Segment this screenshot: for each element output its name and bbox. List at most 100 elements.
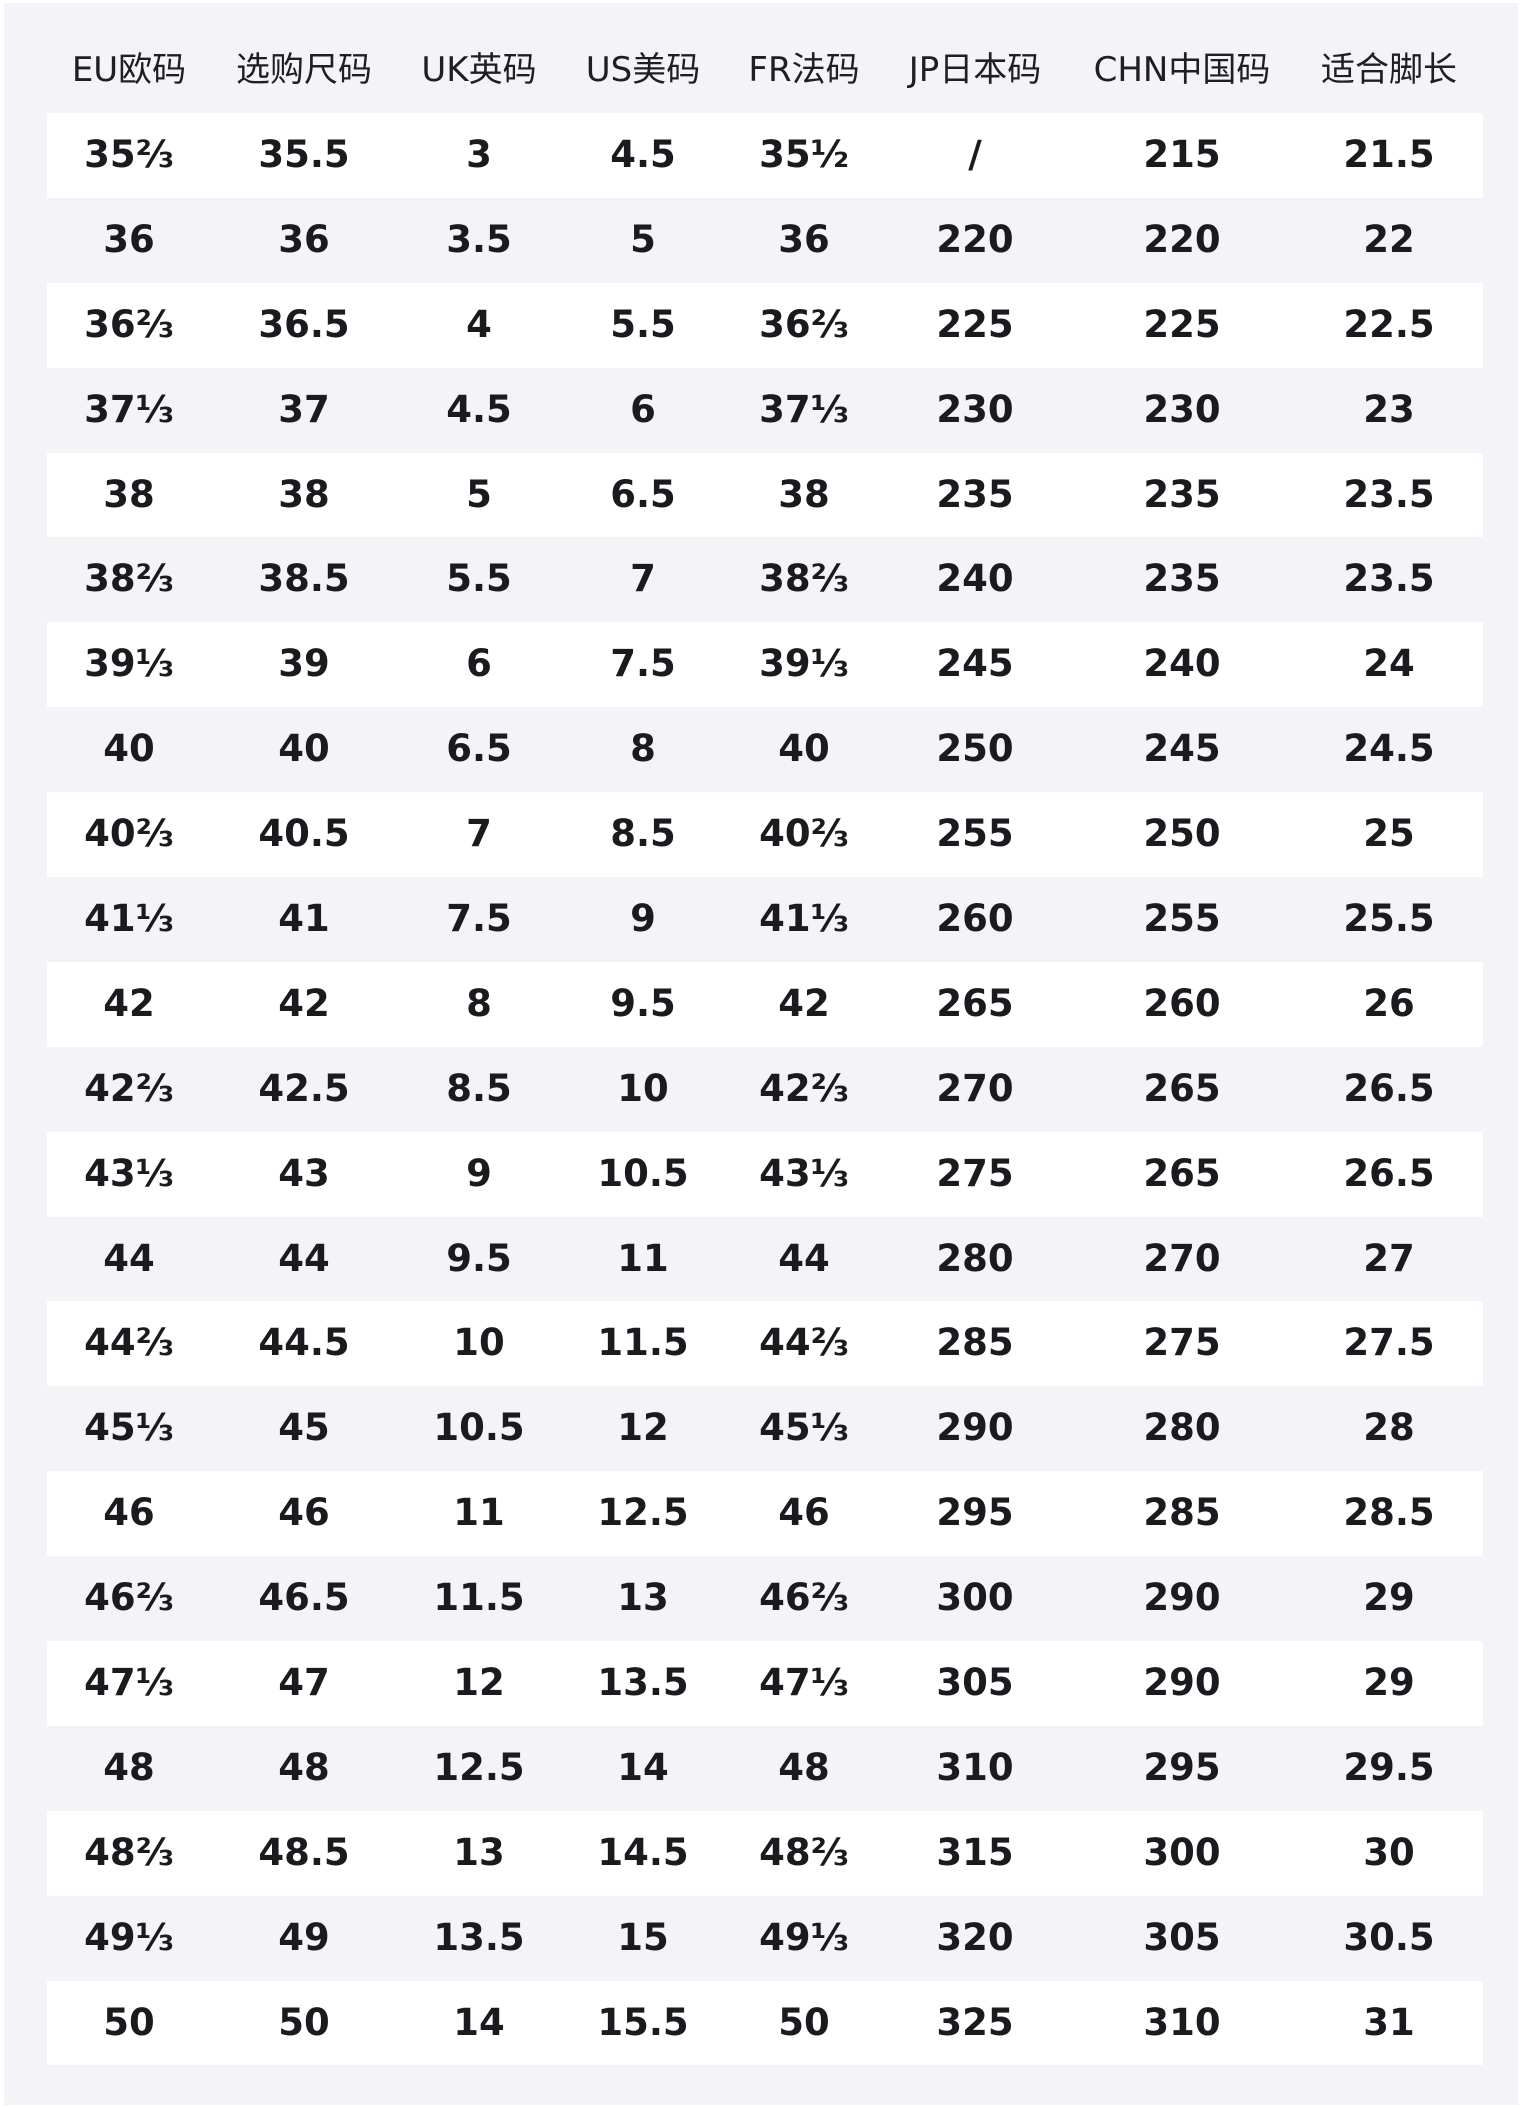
cell-foot-length: 22 [1363, 217, 1415, 261]
cell-eu: 38⅔ [84, 557, 174, 601]
cell-purchase: 42 [278, 981, 330, 1025]
table-row: 44 44 9.5 11 44 280 270 27 [47, 1217, 1483, 1302]
cell-us: 10 [617, 1066, 669, 1110]
cell-chn: 305 [1143, 1915, 1221, 1959]
cell-uk: 5 [466, 472, 492, 516]
cell-eu: 47⅓ [84, 1661, 174, 1705]
cell-eu: 35⅔ [84, 133, 174, 176]
cell-chn: 235 [1143, 472, 1221, 516]
cell-fr: 48 [778, 1745, 830, 1789]
cell-chn: 310 [1143, 2000, 1221, 2044]
cell-chn: 270 [1143, 1236, 1221, 1280]
cell-us: 7 [630, 557, 656, 601]
cell-purchase: 50 [278, 2000, 330, 2044]
cell-jp: 320 [936, 1915, 1014, 1959]
cell-purchase: 40 [278, 727, 330, 771]
cell-chn: 255 [1143, 897, 1221, 941]
cell-chn: 235 [1143, 557, 1221, 601]
cell-us: 12.5 [597, 1491, 689, 1535]
cell-us: 5 [630, 217, 656, 261]
cell-chn: 250 [1143, 812, 1221, 856]
cell-uk: 9.5 [446, 1236, 512, 1280]
column-header-purchase: 选购尺码 [236, 50, 372, 90]
cell-foot-length: 23 [1363, 387, 1415, 431]
cell-fr: 45⅓ [759, 1406, 849, 1450]
cell-foot-length: 23.5 [1343, 557, 1435, 601]
cell-jp: 250 [936, 727, 1014, 771]
cell-us: 13.5 [597, 1661, 689, 1705]
cell-fr: 50 [778, 2000, 830, 2044]
cell-purchase: 42.5 [258, 1066, 350, 1110]
cell-us: 6 [630, 387, 656, 431]
cell-fr: 36 [778, 217, 830, 261]
cell-jp: 305 [936, 1661, 1014, 1705]
cell-fr: 42 [778, 981, 830, 1025]
cell-foot-length: 26.5 [1343, 1151, 1435, 1195]
cell-uk: 9 [466, 1151, 492, 1195]
cell-uk: 4.5 [446, 387, 512, 431]
cell-uk: 11.5 [433, 1576, 525, 1620]
table-row: 39⅓ 39 6 7.5 39⅓ 245 240 24 [47, 622, 1483, 708]
table-row: 40⅔ 40.5 7 8.5 40⅔ 255 250 25 [47, 792, 1483, 878]
column-header-us: US美码 [585, 50, 701, 90]
table-row: 36 36 3.5 5 36 220 220 22 [47, 198, 1483, 283]
cell-jp: 285 [936, 1321, 1014, 1365]
cell-chn: 265 [1143, 1151, 1221, 1195]
cell-chn: 220 [1143, 217, 1221, 261]
cell-eu: 45⅓ [84, 1406, 174, 1450]
cell-eu: 50 [103, 2000, 155, 2044]
cell-uk: 6 [466, 642, 492, 686]
cell-uk: 14 [453, 2000, 505, 2044]
table-row: 50 50 14 15.5 50 325 310 31 [47, 1980, 1483, 2066]
cell-fr: 47⅓ [759, 1661, 849, 1705]
cell-foot-length: 30.5 [1343, 1915, 1435, 1959]
table-row: 47⅓ 47 12 13.5 47⅓ 305 290 29 [47, 1641, 1483, 1726]
cell-purchase: 37 [278, 387, 330, 431]
cell-us: 8.5 [610, 812, 676, 856]
cell-eu: 44 [103, 1236, 155, 1280]
cell-fr: 37⅓ [759, 387, 849, 431]
cell-eu: 39⅓ [84, 642, 174, 686]
cell-us: 6.5 [610, 472, 676, 516]
cell-uk: 7.5 [446, 897, 512, 941]
table-row: 44⅔ 44.5 10 11.5 44⅔ 285 275 27.5 [47, 1301, 1483, 1387]
table-row: 48⅔ 48.5 13 14.5 48⅔ 315 300 30 [47, 1810, 1483, 1896]
table-row: 46⅔ 46.5 11.5 13 46⅔ 300 290 29 [47, 1556, 1483, 1641]
cell-jp: 255 [936, 812, 1014, 856]
cell-uk: 3.5 [446, 217, 512, 261]
table-row: 35⅔ 35.5 3 4.5 35½ / 215 21.5 [47, 113, 1483, 198]
cell-foot-length: 22.5 [1343, 302, 1435, 346]
size-chart-panel: EU欧码 选购尺码 UK英码 US美码 FR法码 JP日本码 CHN中国码 适合脚长 35⅔ 3… [4, 3, 1518, 2105]
cell-jp: 230 [936, 387, 1014, 431]
cell-chn: 240 [1143, 642, 1221, 686]
cell-us: 15 [617, 1915, 669, 1959]
column-header-eu: EU欧码 [71, 50, 187, 90]
cell-eu: 37⅓ [84, 387, 174, 431]
cell-uk: 12 [453, 1661, 505, 1705]
cell-purchase: 36.5 [258, 302, 350, 346]
cell-purchase: 38 [278, 472, 330, 516]
cell-jp: 300 [936, 1576, 1014, 1620]
column-header-jp: JP日本码 [908, 50, 1042, 90]
cell-purchase: 45 [278, 1406, 330, 1450]
cell-purchase: 44.5 [258, 1321, 350, 1365]
cell-uk: 12.5 [433, 1745, 525, 1789]
cell-foot-length: 27 [1363, 1236, 1415, 1280]
cell-us: 4.5 [610, 133, 676, 176]
cell-us: 11.5 [597, 1321, 689, 1365]
table-row: 38 38 5 6.5 38 235 235 23.5 [47, 452, 1483, 538]
cell-chn: 260 [1143, 981, 1221, 1025]
column-header-uk: UK英码 [421, 50, 537, 90]
cell-eu: 41⅓ [84, 897, 174, 941]
column-header-chn: CHN中国码 [1093, 50, 1271, 90]
cell-eu: 36 [103, 217, 155, 261]
cell-fr: 36⅔ [759, 302, 849, 346]
cell-us: 11 [617, 1236, 669, 1280]
cell-eu: 44⅔ [84, 1321, 174, 1365]
table-row: 42 42 8 9.5 42 265 260 26 [47, 961, 1483, 1047]
cell-jp: 245 [936, 642, 1014, 686]
cell-foot-length: 25.5 [1343, 897, 1435, 941]
cell-eu: 46 [103, 1491, 155, 1535]
cell-purchase: 46.5 [258, 1576, 350, 1620]
cell-foot-length: 30 [1363, 1830, 1415, 1874]
